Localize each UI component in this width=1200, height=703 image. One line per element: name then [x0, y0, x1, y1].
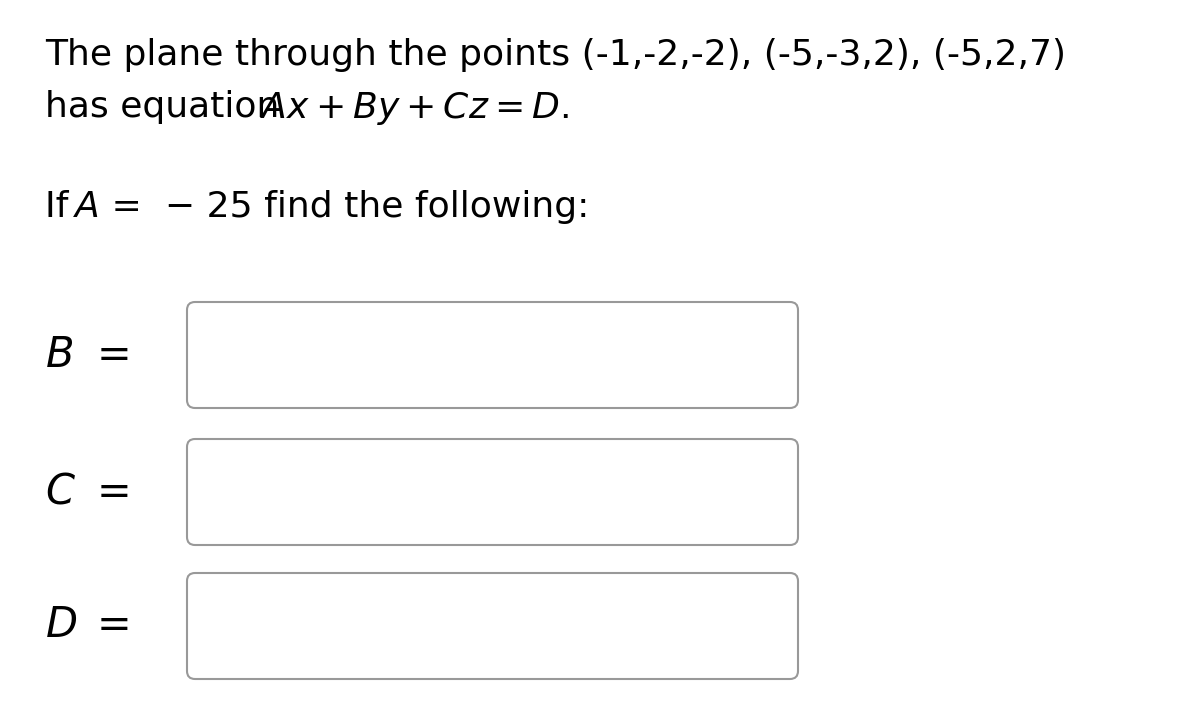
Text: =: = [97, 604, 132, 646]
Text: $D$: $D$ [46, 604, 77, 646]
FancyBboxPatch shape [187, 573, 798, 679]
Text: =: = [97, 334, 132, 376]
Text: $A$: $A$ [73, 190, 100, 224]
FancyBboxPatch shape [187, 302, 798, 408]
Text: $B$: $B$ [46, 334, 73, 376]
FancyBboxPatch shape [187, 439, 798, 545]
Text: The plane through the points (-1,-2,-2), (-5,-3,2), (-5,2,7): The plane through the points (-1,-2,-2),… [46, 38, 1066, 72]
Text: $Ax + By + Cz = D.$: $Ax + By + Cz = D.$ [260, 90, 569, 127]
Text: $C$: $C$ [46, 471, 76, 513]
Text: has equation: has equation [46, 90, 290, 124]
Text: If: If [46, 190, 80, 224]
Text: =  − 25 find the following:: = − 25 find the following: [100, 190, 589, 224]
Text: =: = [97, 471, 132, 513]
